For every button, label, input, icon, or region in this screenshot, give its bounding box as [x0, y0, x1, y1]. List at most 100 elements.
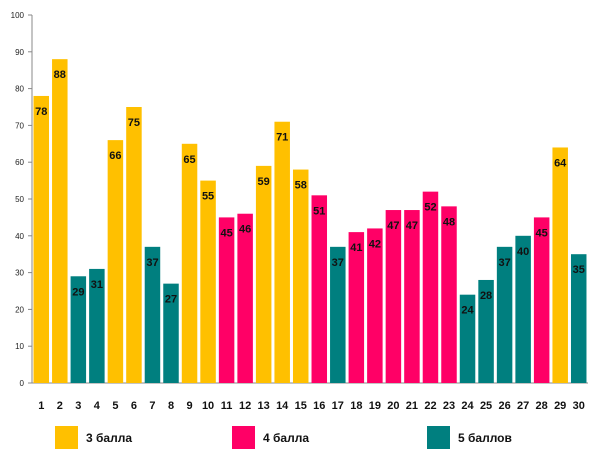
bar: [89, 268, 105, 383]
y-tick-label: 0: [20, 379, 25, 388]
data-label: 78: [35, 106, 47, 118]
bar: [422, 191, 439, 383]
x-tick-label: 26: [498, 400, 510, 412]
x-tick-label: 6: [131, 400, 137, 412]
legend-label: 3 балла: [86, 431, 132, 445]
bar: [385, 210, 402, 383]
y-tick-label: 20: [15, 305, 24, 314]
data-label: 29: [72, 286, 84, 298]
x-tick-label: 9: [186, 400, 192, 412]
bar: [478, 279, 494, 383]
data-label: 64: [554, 157, 567, 169]
bar: [552, 147, 568, 383]
bar: [348, 232, 365, 383]
bar: [292, 169, 309, 383]
legend-label: 4 балла: [263, 431, 309, 445]
x-tick-label: 5: [112, 400, 118, 412]
x-tick-label: 25: [480, 400, 492, 412]
x-tick-label: 3: [75, 400, 81, 412]
data-label: 37: [146, 257, 158, 269]
bar: [367, 228, 383, 383]
x-tick-label: 1: [38, 400, 44, 412]
data-label: 65: [183, 154, 195, 166]
data-label: 31: [91, 279, 103, 291]
legend: 3 балла 4 балла 5 баллов: [55, 426, 512, 449]
data-label: 37: [498, 257, 510, 269]
data-label: 58: [295, 180, 307, 192]
x-tick-label: 22: [424, 400, 436, 412]
x-tick-label: 10: [202, 400, 214, 412]
y-tick-labels: 0 10 20 30 40 50 60 70 80 90 100: [11, 11, 25, 388]
bar: [515, 235, 531, 383]
x-tick-label: 24: [461, 400, 474, 412]
bar: [52, 59, 68, 383]
x-tick-label: 15: [295, 400, 307, 412]
x-tick-label: 19: [369, 400, 381, 412]
data-label: 46: [239, 224, 251, 236]
data-label: 35: [573, 264, 585, 276]
bars: [33, 59, 587, 384]
legend-swatch: [232, 426, 255, 449]
data-label: 66: [109, 150, 121, 162]
bar: [570, 254, 587, 383]
x-tick-label: 2: [57, 400, 63, 412]
data-label: 55: [202, 191, 214, 203]
data-label: 28: [480, 290, 492, 302]
bar: [181, 143, 198, 383]
y-tick-label: 30: [15, 269, 24, 278]
bar: [237, 213, 253, 383]
y-tick-label: 50: [15, 195, 24, 204]
bar: [255, 165, 272, 383]
x-tick-labels: 1 2 3 4 5 6 7 8 9 10 11 12 13 14 15 16 17 18 19 20 21 22 23 24 2…: [38, 400, 585, 412]
bar: [441, 206, 457, 383]
x-tick-label: 23: [443, 400, 455, 412]
y-tick-label: 40: [15, 232, 24, 241]
x-tick-label: 11: [221, 400, 233, 412]
x-tick-label: 4: [94, 400, 101, 412]
x-tick-label: 13: [258, 400, 270, 412]
bar: [330, 246, 346, 383]
bar: [274, 121, 290, 383]
y-tick-label: 70: [15, 121, 24, 130]
data-label: 42: [369, 238, 381, 250]
bar: [33, 95, 50, 384]
data-label: 45: [536, 227, 548, 239]
x-tick-label: 8: [168, 400, 174, 412]
x-tick-label: 21: [406, 400, 418, 412]
bar: [144, 246, 161, 383]
bar: [533, 217, 550, 383]
data-label: 47: [387, 220, 399, 232]
x-tick-label: 18: [350, 400, 362, 412]
x-tick-label: 28: [536, 400, 548, 412]
data-label: 45: [220, 227, 232, 239]
bar: [126, 107, 142, 383]
data-label: 47: [406, 220, 418, 232]
data-label: 75: [128, 117, 140, 129]
data-label: 41: [350, 242, 362, 254]
data-labels: 78 88 29 31 66 75 37 27 65 55 45 46 59 71 58 51 37 41 42 47…: [35, 69, 585, 317]
bar: [404, 210, 420, 383]
x-tick-label: 14: [276, 400, 289, 412]
legend-swatch: [427, 426, 450, 449]
x-tick-label: 17: [332, 400, 344, 412]
legend-swatch: [55, 426, 78, 449]
data-label: 71: [276, 132, 288, 144]
data-label: 52: [424, 202, 436, 214]
x-tick-label: 30: [573, 400, 585, 412]
data-label: 51: [313, 205, 325, 217]
data-label: 48: [443, 216, 455, 228]
x-tick-label: 27: [517, 400, 529, 412]
data-label: 37: [332, 257, 344, 269]
y-tick-label: 10: [15, 342, 24, 351]
y-tick-label: 80: [15, 85, 24, 94]
x-tick-label: 7: [149, 400, 155, 412]
bar: [218, 217, 235, 383]
data-label: 27: [165, 294, 177, 306]
data-label: 40: [517, 246, 529, 258]
bar: [107, 140, 124, 383]
bar: [459, 294, 476, 383]
y-tick-label: 90: [15, 48, 24, 57]
axes: [28, 14, 588, 384]
